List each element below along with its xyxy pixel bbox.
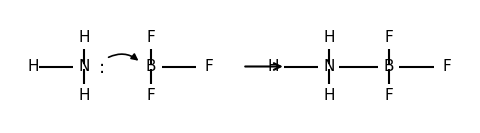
Text: H: H <box>78 88 90 103</box>
Text: H: H <box>323 30 335 45</box>
Text: F: F <box>147 30 156 45</box>
Text: F: F <box>204 59 214 74</box>
Text: N: N <box>323 59 335 74</box>
Text: F: F <box>147 88 156 103</box>
Text: H: H <box>78 30 90 45</box>
Text: B: B <box>384 59 394 74</box>
Text: :: : <box>99 59 105 77</box>
Text: H: H <box>28 59 39 74</box>
Text: F: F <box>384 88 393 103</box>
Text: N: N <box>78 59 90 74</box>
Text: H: H <box>323 88 335 103</box>
Text: F: F <box>384 30 393 45</box>
Text: F: F <box>442 59 451 74</box>
Text: H: H <box>267 59 279 74</box>
Text: B: B <box>146 59 156 74</box>
